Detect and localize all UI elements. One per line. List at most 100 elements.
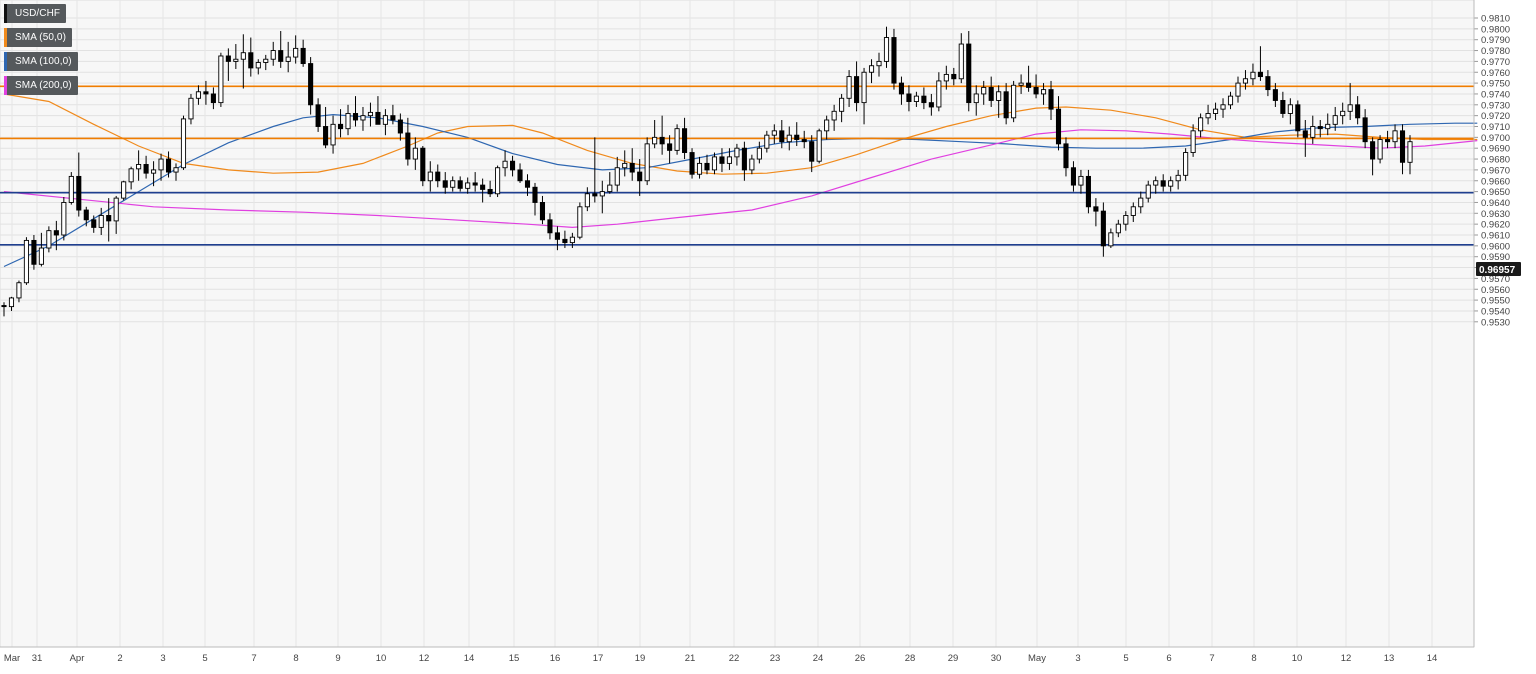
candle [46, 226, 52, 253]
candle-body [696, 162, 703, 175]
candle-body [480, 184, 486, 190]
candle [1280, 91, 1286, 118]
candle [420, 146, 426, 187]
candle [741, 141, 747, 181]
candle-body [771, 130, 777, 136]
candle [913, 91, 919, 107]
y-tick-label: 0.9540 [1481, 306, 1510, 317]
candle-body [1385, 139, 1391, 143]
legend-item-usdchf[interactable]: USD/CHF [4, 4, 67, 23]
candle [524, 174, 531, 196]
candle-body [981, 86, 987, 95]
candle [981, 80, 987, 105]
candle [248, 37, 254, 77]
candle [1377, 135, 1383, 164]
candle-body [1115, 223, 1121, 234]
x-tick-label: 5 [1123, 653, 1128, 664]
x-tick-label: 28 [905, 653, 916, 664]
candle [91, 215, 97, 233]
x-tick-label: 14 [1427, 653, 1438, 664]
candle-body [719, 156, 725, 164]
candle-body [76, 175, 82, 211]
candle [577, 202, 583, 240]
candle-body [861, 71, 867, 104]
candle-body [1048, 89, 1054, 110]
x-tick-label: May [1028, 653, 1046, 664]
candle-body [1183, 152, 1189, 176]
y-tick-label: 0.9630 [1481, 209, 1510, 220]
legend-item-sma100[interactable]: SMA (100,0) [4, 52, 78, 71]
x-tick-label: 3 [1075, 653, 1080, 664]
candle-body [1362, 117, 1368, 143]
candle-body [674, 128, 680, 151]
candle [1115, 219, 1121, 238]
candle [1011, 80, 1017, 123]
candle [435, 164, 441, 188]
candle [1265, 70, 1271, 97]
candle [1205, 104, 1211, 125]
candle-body [442, 180, 448, 188]
x-tick-label: 14 [464, 653, 475, 664]
x-tick-label: 22 [729, 653, 740, 664]
candle [689, 148, 695, 179]
legend-item-sma200[interactable]: SMA (200,0) [4, 76, 78, 95]
candle-body [943, 73, 949, 82]
candle-body [726, 156, 732, 164]
candle [442, 172, 448, 194]
candle [1093, 198, 1099, 227]
candle-body [330, 123, 336, 146]
candle [337, 109, 344, 138]
y-tick-label: 0.9800 [1481, 24, 1510, 35]
candle [839, 93, 845, 123]
candle-body [711, 156, 718, 171]
candle [1399, 124, 1406, 175]
candle [1123, 211, 1129, 231]
candle-body [457, 180, 463, 189]
candle-body [143, 164, 149, 174]
candle-body [1011, 84, 1017, 119]
candle [367, 102, 374, 127]
candle [794, 122, 800, 147]
candle [854, 61, 860, 112]
candle-body [1392, 130, 1398, 143]
candle [472, 172, 478, 192]
candle-body [1355, 104, 1361, 119]
candle-body [547, 219, 553, 234]
x-tick-label: 17 [593, 653, 604, 664]
candle [644, 137, 650, 186]
candle [330, 115, 336, 154]
candle [607, 172, 613, 194]
candle-body [53, 230, 59, 236]
candle-body [809, 141, 815, 162]
x-tick-label: 30 [991, 653, 1002, 664]
legend-item-sma50[interactable]: SMA (50,0) [4, 28, 73, 47]
candle-body [1108, 232, 1114, 247]
candle [682, 117, 688, 160]
candle [360, 106, 366, 131]
candle-body [345, 113, 351, 130]
candle-body [427, 171, 433, 182]
y-tick-label: 0.9720 [1481, 111, 1510, 122]
candle-body [1093, 206, 1099, 212]
candle [988, 76, 994, 107]
candle-body [1205, 113, 1211, 119]
candle [450, 176, 456, 192]
candle [1018, 74, 1024, 94]
candle [1063, 137, 1069, 177]
candle-body [405, 132, 411, 160]
candle [868, 59, 875, 84]
y-tick-label: 0.9570 [1481, 274, 1510, 285]
candle [1048, 80, 1054, 120]
candle-body [1377, 139, 1383, 160]
candle-body [1235, 82, 1241, 97]
candle [38, 232, 44, 267]
candle-body [1070, 167, 1077, 186]
x-tick-label: 8 [1251, 653, 1256, 664]
candle-body [390, 115, 396, 121]
candle-body [667, 143, 673, 151]
candle-body [831, 110, 837, 121]
y-tick-label: 0.9600 [1481, 241, 1510, 252]
candle-body [883, 37, 890, 62]
candle-body [270, 50, 276, 60]
candle [1145, 180, 1151, 203]
